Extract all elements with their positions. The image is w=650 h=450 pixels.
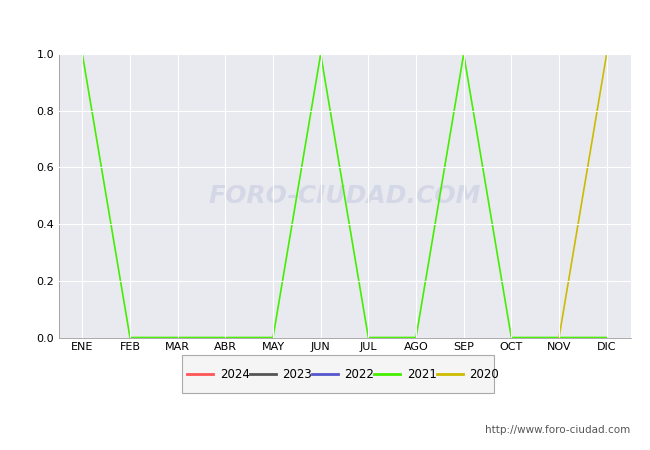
Text: 2024: 2024 xyxy=(220,368,250,381)
FancyBboxPatch shape xyxy=(182,356,494,393)
Text: 2022: 2022 xyxy=(344,368,374,381)
Text: FORO-CIUDAD.COM: FORO-CIUDAD.COM xyxy=(208,184,481,208)
Text: Matriculaciones de Vehiculos en Tejadillos: Matriculaciones de Vehiculos en Tejadill… xyxy=(151,11,499,29)
Text: 2021: 2021 xyxy=(407,368,437,381)
Text: 2023: 2023 xyxy=(282,368,312,381)
Text: 2020: 2020 xyxy=(469,368,499,381)
Text: http://www.foro-ciudad.com: http://www.foro-ciudad.com xyxy=(486,425,630,435)
